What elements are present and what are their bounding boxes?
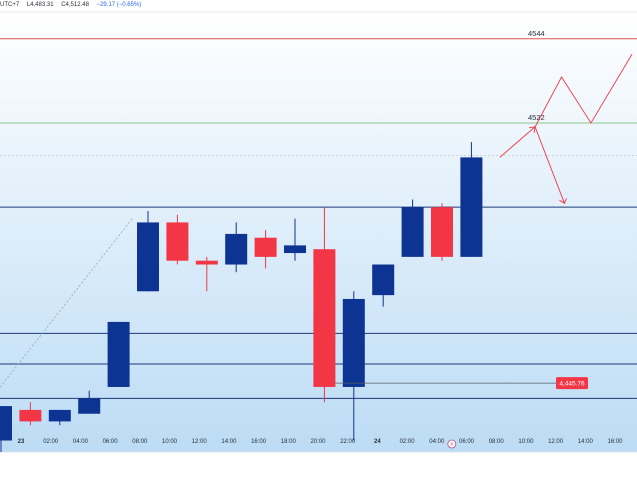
low-label: L4,483.31 (26, 2, 54, 8)
candle-body-6[interactable] (166, 222, 189, 261)
time-axis-label-12: 24 (374, 439, 381, 445)
time-axis-label-6: 12:00 (192, 439, 208, 445)
time-axis-label-4: 08:00 (132, 439, 148, 445)
candle-body-8[interactable] (225, 233, 248, 265)
event-marker[interactable] (447, 439, 457, 449)
time-axis-label-10: 20:00 (310, 439, 326, 445)
time-axis-label-18: 12:00 (548, 439, 564, 445)
candle-body-0[interactable] (0, 406, 12, 441)
time-axis-label-8: 16:00 (251, 439, 267, 445)
candle-body-10[interactable] (284, 245, 306, 254)
time-axis-label-19: 14:00 (578, 439, 594, 445)
timezone-label: UTC+7 (0, 2, 20, 8)
time-axis-label-5: 10:00 (162, 439, 178, 445)
candle-body-12[interactable] (342, 298, 365, 387)
time-axis-label-7: 14:00 (221, 439, 237, 445)
time-axis-label-20: 16:00 (607, 439, 623, 445)
change-label: −29.17 (−0.65%) (96, 2, 142, 8)
candle-body-5[interactable] (137, 222, 159, 292)
time-axis-label-15: 06:00 (459, 439, 475, 445)
candle-body-15[interactable] (431, 207, 453, 257)
projection-branch-down[interactable] (534, 126, 565, 204)
level-label-4522: 4522 (528, 113, 545, 122)
projection-arrowhead-down (559, 198, 567, 204)
time-axis-label-9: 18:00 (281, 439, 297, 445)
time-axis-label-0: 23 (18, 439, 25, 445)
candle-body-14[interactable] (401, 207, 424, 257)
candle-body-3[interactable] (78, 398, 101, 414)
price-tag-label: 4,445.76 (559, 381, 585, 388)
time-axis-label-13: 02:00 (400, 439, 416, 445)
event-marker-label: # (450, 442, 453, 448)
time-axis-label-16: 08:00 (489, 439, 505, 445)
time-axis-label-11: 22:00 (340, 439, 356, 445)
candle-body-11[interactable] (313, 249, 336, 387)
time-axis-label-17: 10:00 (518, 439, 534, 445)
candle-body-16[interactable] (460, 157, 483, 257)
symbol-header: UTC+7 L4,483.31 C4,512.48 −29.17 (−0.65%… (0, 2, 141, 8)
projection-path[interactable] (499, 53, 633, 158)
candle-body-7[interactable] (195, 260, 218, 265)
price-tag-box[interactable] (556, 377, 588, 390)
candle-body-13[interactable] (372, 264, 395, 296)
close-label: C4,512.48 (61, 2, 89, 8)
time-axis-label-2: 04:00 (73, 439, 89, 445)
candle-body-1[interactable] (19, 409, 42, 422)
candle-body-2[interactable] (48, 409, 71, 422)
candle-body-4[interactable] (107, 321, 130, 387)
candle-body-9[interactable] (254, 237, 277, 257)
time-axis-background (0, 453, 637, 478)
time-axis-label-3: 06:00 (103, 439, 119, 445)
time-axis-label-14: 04:00 (429, 439, 445, 445)
time-axis-label-1: 02:00 (43, 439, 59, 445)
level-label-4544: 4544 (528, 29, 545, 38)
